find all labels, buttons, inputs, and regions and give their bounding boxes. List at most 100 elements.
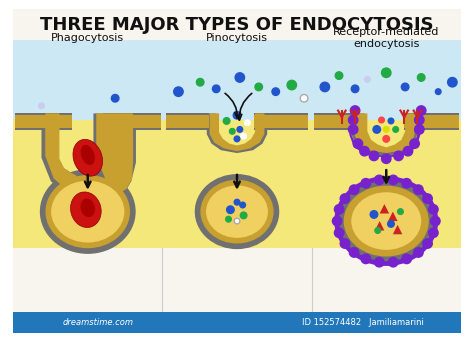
Circle shape <box>374 258 384 267</box>
Circle shape <box>340 194 350 203</box>
Text: Phagocytosis: Phagocytosis <box>51 33 124 43</box>
Circle shape <box>39 103 44 109</box>
FancyBboxPatch shape <box>313 115 351 129</box>
Polygon shape <box>210 114 264 151</box>
Polygon shape <box>207 114 267 153</box>
Circle shape <box>365 77 370 82</box>
Circle shape <box>226 216 231 222</box>
Circle shape <box>349 185 359 194</box>
Circle shape <box>415 115 424 125</box>
FancyBboxPatch shape <box>103 115 162 129</box>
Circle shape <box>111 94 119 102</box>
Circle shape <box>375 228 381 233</box>
Circle shape <box>373 126 381 133</box>
Circle shape <box>382 154 391 163</box>
FancyBboxPatch shape <box>13 10 461 332</box>
Circle shape <box>361 179 371 188</box>
Circle shape <box>389 175 398 185</box>
Polygon shape <box>41 114 79 196</box>
Polygon shape <box>45 114 76 192</box>
Circle shape <box>340 239 350 248</box>
Circle shape <box>173 87 183 96</box>
Polygon shape <box>388 212 398 221</box>
Ellipse shape <box>195 175 279 248</box>
Ellipse shape <box>41 170 135 253</box>
Circle shape <box>435 89 441 94</box>
Circle shape <box>334 205 344 214</box>
Circle shape <box>287 80 297 90</box>
Ellipse shape <box>46 176 129 248</box>
Circle shape <box>212 85 220 93</box>
Ellipse shape <box>81 145 95 165</box>
Text: Pinocytosis: Pinocytosis <box>206 33 268 43</box>
Circle shape <box>237 127 243 132</box>
Ellipse shape <box>201 181 273 243</box>
Text: ID 152574482   Jamiliamarini: ID 152574482 Jamiliamarini <box>301 318 424 327</box>
Circle shape <box>414 248 423 257</box>
Circle shape <box>415 125 424 134</box>
Polygon shape <box>349 114 420 158</box>
Circle shape <box>402 254 411 264</box>
Ellipse shape <box>207 186 267 237</box>
FancyBboxPatch shape <box>13 312 461 332</box>
Circle shape <box>447 78 457 87</box>
Text: THREE MAJOR TYPES OF ENDOCYTOSIS: THREE MAJOR TYPES OF ENDOCYTOSIS <box>40 16 434 34</box>
Circle shape <box>235 73 245 82</box>
FancyBboxPatch shape <box>15 115 72 129</box>
Circle shape <box>351 85 359 93</box>
Circle shape <box>414 185 423 194</box>
Circle shape <box>389 258 398 267</box>
Circle shape <box>423 239 432 248</box>
FancyBboxPatch shape <box>166 115 209 129</box>
Circle shape <box>229 129 235 134</box>
Circle shape <box>234 218 240 224</box>
Circle shape <box>334 228 344 237</box>
Ellipse shape <box>351 192 421 250</box>
Circle shape <box>360 146 369 156</box>
FancyBboxPatch shape <box>13 120 461 248</box>
Circle shape <box>272 88 280 95</box>
Polygon shape <box>375 221 384 231</box>
Circle shape <box>245 120 250 126</box>
Circle shape <box>369 151 379 161</box>
Text: Receptor-mediated
endocytosis: Receptor-mediated endocytosis <box>333 27 439 49</box>
FancyBboxPatch shape <box>13 40 461 125</box>
FancyBboxPatch shape <box>15 114 72 130</box>
Circle shape <box>301 94 308 102</box>
FancyBboxPatch shape <box>254 114 308 130</box>
Circle shape <box>431 216 440 226</box>
Ellipse shape <box>344 186 429 256</box>
FancyBboxPatch shape <box>313 114 351 130</box>
Circle shape <box>383 127 389 132</box>
Circle shape <box>233 111 241 119</box>
Circle shape <box>361 254 371 264</box>
Circle shape <box>388 118 394 124</box>
FancyBboxPatch shape <box>166 114 209 130</box>
Text: dreamstime.com: dreamstime.com <box>63 318 134 327</box>
Ellipse shape <box>81 199 95 217</box>
Circle shape <box>350 106 360 115</box>
Polygon shape <box>96 114 133 193</box>
Polygon shape <box>93 114 136 196</box>
Circle shape <box>348 125 358 134</box>
Circle shape <box>370 211 378 218</box>
Circle shape <box>383 135 390 142</box>
Circle shape <box>394 151 403 161</box>
Circle shape <box>240 202 246 208</box>
Polygon shape <box>351 114 418 156</box>
Circle shape <box>423 194 432 203</box>
Circle shape <box>374 175 384 185</box>
FancyBboxPatch shape <box>404 115 459 129</box>
Circle shape <box>348 115 358 125</box>
Circle shape <box>379 117 384 123</box>
Polygon shape <box>380 204 389 213</box>
Circle shape <box>196 78 204 86</box>
Circle shape <box>332 216 342 226</box>
Circle shape <box>349 248 359 257</box>
Circle shape <box>393 127 399 132</box>
Circle shape <box>353 139 363 148</box>
Circle shape <box>255 83 263 91</box>
Circle shape <box>401 83 409 91</box>
Circle shape <box>335 72 343 79</box>
Circle shape <box>418 74 425 81</box>
